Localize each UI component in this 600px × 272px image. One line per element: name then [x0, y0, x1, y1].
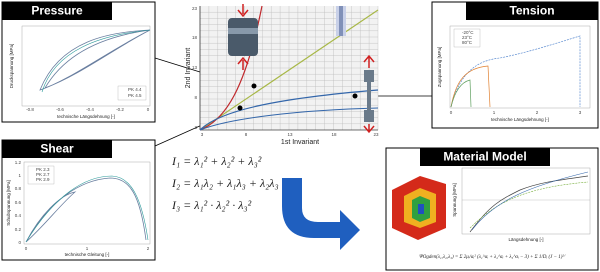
formula: I₂ = λ₁λ₂ + λ₁λ₃ + λ₂λ₃	[171, 176, 279, 190]
x-tick-label: 2	[536, 110, 539, 115]
point	[352, 93, 358, 99]
curve	[450, 65, 491, 108]
curve	[25, 175, 149, 243]
x-tick-label: -0.8	[26, 107, 34, 112]
x-tick-label: -0.6	[56, 107, 64, 112]
tension-curve	[199, 89, 379, 131]
x-tick-label: 1	[493, 110, 496, 115]
x-axis-label: 1st Invariant	[281, 139, 319, 146]
legend-entry: PK 2.7	[36, 172, 50, 177]
x-tick-label: 23	[373, 132, 379, 137]
title-band	[420, 148, 550, 166]
y-tick-label: 0	[18, 240, 21, 245]
point	[251, 83, 257, 89]
x-axis-label: technische Längsdehnung [-]	[57, 114, 115, 119]
y-axis-label: Druckspannung [MPa]	[9, 44, 14, 89]
grid	[199, 6, 379, 131]
legend	[27, 165, 55, 185]
y-axis-label: Schubspannung [MPa]	[6, 180, 11, 226]
point	[237, 105, 243, 111]
title-band	[2, 140, 112, 158]
x-tick-label: -0.2	[116, 107, 124, 112]
shear-panel: Shear PK 2.3 PK 2.7 PK 2.9 0 1 2 0 0.2 0…	[1, 139, 156, 261]
legend-entry: PK 2.9	[36, 177, 50, 182]
x-tick-label: 0	[450, 110, 453, 115]
legend-entry: PK 2.3	[36, 167, 50, 172]
x-axis-label: technische Längsdehnung [-]	[491, 117, 549, 122]
x-tick-label: 2	[147, 246, 150, 251]
x-tick-label: 0	[25, 246, 28, 251]
y-axis-label: Spannung [MPa]	[452, 183, 457, 217]
y-tick-label: 0.2	[15, 227, 22, 232]
x-tick-label: 3	[579, 110, 582, 115]
curve	[450, 35, 581, 108]
y-tick-label: 1.2	[15, 160, 22, 165]
y-tick-label: 0.8	[15, 186, 22, 191]
y-tick-label: 0.6	[15, 200, 22, 205]
legend-entry: PK 4.4	[128, 87, 142, 92]
specimen-band	[228, 28, 258, 34]
formula: I₃ = λ₁² · λ₂² · λ₃²	[171, 198, 252, 212]
y-tick-label: 23	[192, 6, 198, 11]
x-axis-label: Längsdehnung [-]	[508, 237, 543, 242]
x-tick-label: 3	[201, 132, 204, 137]
x-tick-label: 1	[86, 246, 89, 251]
tension-panel: Tension -20°C 23°C 80°C 0 1 2 3 technisc…	[431, 1, 599, 129]
title-band	[2, 2, 112, 20]
load-arrows	[237, 4, 249, 70]
compression-specimen	[228, 18, 258, 56]
x-tick-label: 18	[331, 132, 337, 137]
formula: I₁ = λ₁² + λ₂² + λ₃²	[171, 154, 262, 168]
curve	[469, 175, 589, 233]
legend-entry: 23°C	[462, 35, 473, 40]
material-model-panel: Material Model Längsdehnung [-] Spannung…	[385, 147, 599, 271]
panel-title: Tension	[509, 4, 554, 18]
plot-area	[461, 167, 591, 235]
y-tick-label: 0.4	[15, 213, 22, 218]
uniaxial-line	[199, 9, 379, 131]
x-tick-label: 0	[147, 107, 150, 112]
y-tick-label: 18	[192, 35, 198, 40]
pressure-panel: Pressure PK 4.4 PK 4.5 -0.8 -0.6 -0.4 -0…	[1, 1, 156, 123]
legend-entry: PK 4.5	[128, 93, 142, 98]
title-band	[466, 2, 598, 20]
shear-curve	[199, 107, 379, 131]
legend-entry: 80°C	[462, 40, 473, 45]
x-tick-label: 13	[287, 132, 293, 137]
curve	[39, 29, 151, 91]
curve	[469, 181, 589, 229]
y-tick-label: 13	[192, 65, 198, 70]
ogden-formula: ΨOgden(λ₁,λ₂,λ₃) = Σ 2μᵢ/αᵢ² (λ₁^αᵢ + λ₂…	[419, 254, 566, 260]
x-tick-label: 8	[245, 132, 248, 137]
specimen-core	[339, 6, 343, 36]
panel-title: Shear	[40, 142, 74, 156]
dogbone-specimen	[364, 70, 374, 122]
x-tick-label: -0.4	[86, 107, 94, 112]
legend	[117, 85, 147, 101]
legend	[453, 28, 481, 48]
curve	[450, 79, 472, 108]
legend-entry: -20°C	[462, 30, 474, 35]
x-axis-label: technische Gleitung [-]	[65, 252, 110, 257]
y-axis-label: Zugspannung [MPa]	[437, 47, 442, 88]
load-arrows	[363, 54, 375, 134]
fem-part-zone	[418, 204, 424, 214]
panel-title: Material Model	[443, 150, 526, 164]
y-tick-label: 1	[18, 173, 21, 178]
y-tick-label: 3	[194, 125, 197, 130]
y-axis-label: 2nd Invariant	[185, 48, 192, 89]
curve	[471, 171, 589, 231]
flow-arrow	[282, 178, 360, 250]
y-tick-label: 8	[194, 95, 197, 100]
invariant-chart: 3 8 13 18 23 3 8 13 18 23 1st Invariant …	[185, 4, 379, 146]
panel-title: Pressure	[31, 4, 83, 18]
curve	[41, 29, 151, 93]
